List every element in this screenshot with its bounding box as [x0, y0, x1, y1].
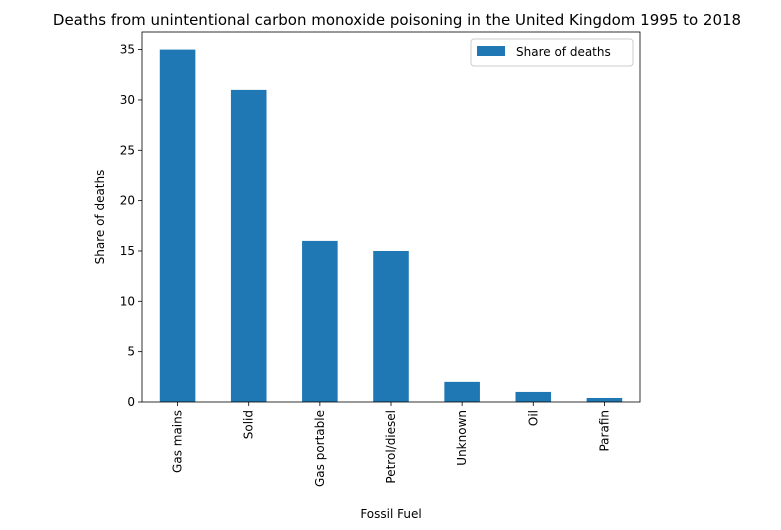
bar-solid [230, 89, 267, 402]
y-tick-label: 25 [120, 143, 135, 157]
x-tick-label: Oil [526, 410, 540, 426]
y-tick-label: 0 [127, 395, 135, 409]
bar-gas-portable [302, 240, 338, 402]
bar-petrol-diesel [373, 250, 409, 402]
bar-parafin [586, 397, 623, 402]
y-tick-label: 10 [120, 294, 135, 308]
bars-group [159, 49, 623, 402]
y-tick-label: 35 [120, 43, 135, 57]
x-tick-label: Parafin [597, 410, 611, 452]
bar-oil [515, 391, 552, 402]
legend-box [470, 38, 634, 67]
y-tick-label: 30 [120, 93, 135, 107]
x-axis-label: Fossil Fuel [360, 507, 421, 521]
y-tick-label: 5 [127, 345, 135, 359]
legend-swatch [477, 46, 505, 56]
x-tick-label: Petrol/diesel [384, 410, 398, 484]
legend-label: Share of deaths [516, 45, 611, 59]
y-tick-label: 20 [120, 194, 135, 208]
y-axis-label: Share of deaths [93, 170, 107, 265]
x-axis-ticks: Gas mains Solid Gas portable Petrol/diesel U… [171, 402, 611, 487]
bar-unknown [444, 381, 480, 402]
legend: Share of deaths [470, 38, 634, 67]
x-tick-label: Solid [242, 410, 256, 439]
chart-title: Deaths from unintentional carbon monoxid… [53, 11, 741, 29]
x-tick-label: Gas mains [171, 410, 185, 473]
y-axis-ticks: 0 5 10 15 20 25 30 35 [120, 43, 142, 409]
x-tick-label: Gas portable [313, 410, 327, 487]
x-tick-label: Unknown [455, 410, 469, 466]
y-tick-label: 15 [120, 244, 135, 258]
bar-gas-mains [159, 49, 196, 402]
plot-frame [141, 31, 641, 403]
